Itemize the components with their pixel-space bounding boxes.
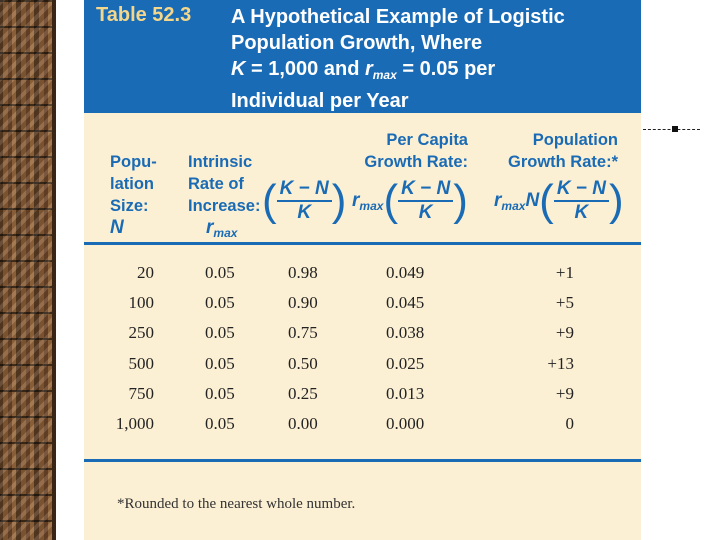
cell-per-capita: 0.025 — [386, 354, 425, 373]
left-paren: ( — [539, 176, 554, 225]
pop-growth-line-2: Growth Rate:* — [507, 153, 618, 171]
title-r-symbol: r — [364, 58, 373, 80]
per-capita-r-subscript: max — [359, 199, 384, 214]
right-paren: ) — [331, 176, 347, 225]
footnote: *Rounded to the nearest whole number. — [117, 496, 356, 512]
fraction-numerator: K − N — [276, 178, 332, 202]
cell-rmax: 0.05 — [205, 384, 235, 403]
pop-growth-r-subscript: max — [501, 199, 526, 214]
cell-per-capita: 0.013 — [386, 384, 425, 403]
pop-growth-r-symbol: r — [494, 190, 502, 212]
cell-growth: +1 — [555, 263, 574, 282]
header-rule — [84, 242, 641, 245]
border-edge — [52, 0, 56, 540]
pop-growth-line-1: Population — [532, 131, 618, 149]
title-r-subscript: max — [372, 68, 397, 82]
table-number: Table 52.3 — [96, 4, 192, 26]
cell-growth: +5 — [555, 293, 574, 312]
cell-rmax: 0.05 — [205, 293, 235, 312]
pop-size-line-1: Popu- — [110, 153, 157, 171]
cell-fraction: 0.25 — [288, 384, 318, 403]
title-line-1: A Hypothetical Example of Logistic — [231, 6, 565, 28]
cell-per-capita: 0.000 — [386, 414, 425, 433]
intrinsic-line-1: Intrinsic — [188, 153, 253, 171]
decorative-border-strip — [0, 0, 55, 540]
intrinsic-r-symbol: r — [206, 217, 214, 238]
cell-rmax: 0.05 — [205, 414, 235, 433]
cell-fraction: 0.75 — [288, 323, 318, 342]
cell-rmax: 0.05 — [205, 323, 235, 342]
per-capita-r-symbol: r — [352, 190, 360, 212]
cell-per-capita: 0.038 — [386, 323, 425, 342]
column-head-intrinsic-rate: Intrinsic Rate of Increase: rmax — [188, 151, 260, 244]
right-paren: ) — [608, 176, 624, 225]
intrinsic-line-2: Rate of — [188, 175, 244, 193]
per-capita-formula: rmax(K − N K) — [352, 178, 468, 224]
cell-fraction: 0.00 — [288, 414, 318, 433]
intrinsic-line-3: Increase: — [188, 197, 261, 215]
title-r-value: = 0.05 per — [396, 58, 496, 80]
pop-size-symbol: N — [110, 217, 124, 238]
pop-size-line-2: lation — [110, 175, 154, 193]
cell-n: 1,000 — [115, 414, 154, 433]
title-line-2: Population Growth, Where — [231, 32, 483, 54]
pop-size-line-3: Size: — [110, 197, 149, 215]
left-paren: ( — [383, 176, 399, 225]
decorative-dot — [672, 126, 678, 132]
cell-growth: +9 — [555, 323, 574, 342]
decorative-line — [643, 129, 700, 130]
per-capita-line-2: Growth Rate: — [364, 153, 468, 171]
cell-rmax: 0.05 — [205, 263, 235, 282]
column-head-population-growth: Population Growth Rate:* — [494, 129, 618, 173]
cell-n: 250 — [128, 323, 155, 342]
table-card: Table 52.3 A Hypothetical Example of Log… — [84, 0, 641, 540]
fraction-numerator: K − N — [398, 178, 454, 202]
title-line-4: Individual per Year — [231, 90, 409, 112]
cell-fraction: 0.50 — [288, 354, 318, 373]
cell-fraction: 0.98 — [288, 263, 318, 282]
cell-n: 20 — [137, 263, 154, 282]
fraction-denominator: K — [297, 202, 312, 223]
fraction-numerator: K − N — [553, 178, 609, 202]
title-line-3: K = 1,000 and rmax = 0.05 per — [231, 56, 631, 88]
cell-per-capita: 0.045 — [386, 293, 425, 312]
fraction-denominator: K — [418, 202, 433, 223]
title-k-value: = 1,000 and — [245, 58, 365, 80]
pop-growth-n-symbol: N — [525, 190, 540, 212]
cell-n: 100 — [128, 293, 155, 312]
right-paren: ) — [453, 176, 468, 225]
title-k-symbol: K — [231, 58, 246, 80]
per-capita-line-1: Per Capita — [386, 131, 468, 149]
cell-n: 750 — [128, 384, 155, 403]
cell-n: 500 — [128, 354, 155, 373]
cell-growth: +13 — [547, 354, 574, 373]
fraction-denominator: K — [574, 202, 589, 223]
table-header: Table 52.3 A Hypothetical Example of Log… — [84, 0, 641, 113]
left-paren: ( — [262, 176, 277, 225]
pop-growth-formula: rmaxN(K − N K) — [494, 178, 624, 224]
table-title: A Hypothetical Example of Logistic Popul… — [231, 4, 631, 114]
column-head-fraction: (K − N K) — [262, 178, 346, 224]
column-head-population-size: Popu- lation Size: N — [110, 151, 157, 239]
cell-growth: 0 — [565, 414, 575, 433]
cell-fraction: 0.90 — [288, 293, 318, 312]
footer-rule — [84, 459, 641, 462]
intrinsic-r-subscript: max — [213, 226, 238, 240]
cell-growth: +9 — [555, 384, 574, 403]
cell-rmax: 0.05 — [205, 354, 235, 373]
column-head-per-capita: Per Capita Growth Rate: — [352, 129, 468, 173]
cell-per-capita: 0.049 — [386, 263, 425, 282]
